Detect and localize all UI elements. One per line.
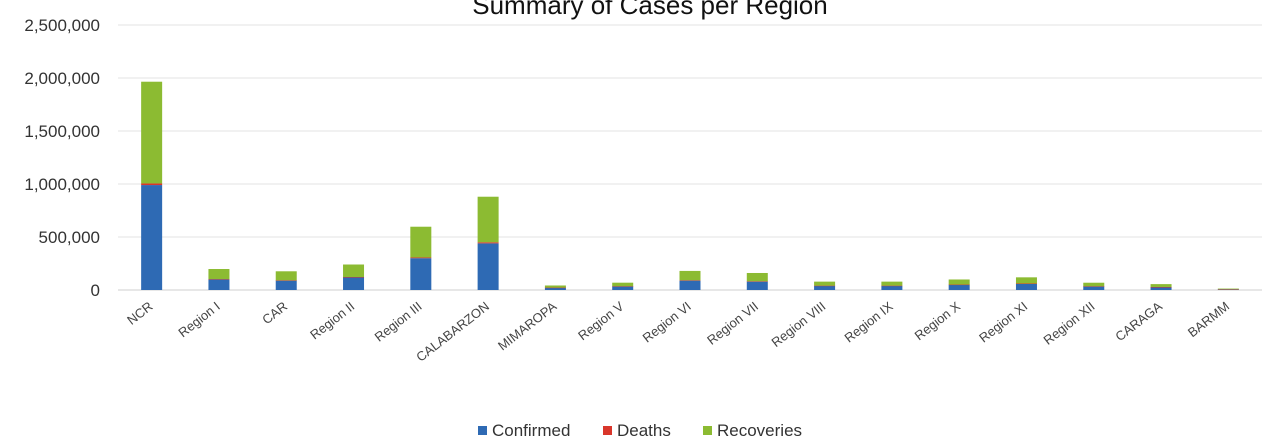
x-tick-label: Region XI bbox=[976, 299, 1030, 346]
bar-recoveries bbox=[814, 281, 836, 286]
bar-confirmed bbox=[1150, 287, 1172, 290]
legend-label-deaths: Deaths bbox=[617, 421, 671, 440]
y-tick-label: 500,000 bbox=[39, 228, 100, 247]
bar-recoveries bbox=[343, 264, 365, 278]
x-tick-label: Region I bbox=[175, 299, 222, 341]
bar-recoveries bbox=[410, 226, 432, 258]
bar-deaths bbox=[612, 286, 634, 287]
bar-confirmed bbox=[612, 286, 634, 290]
x-tick-label: NCR bbox=[124, 299, 155, 328]
bar-recoveries bbox=[881, 281, 903, 286]
x-tick-label: Region V bbox=[575, 298, 627, 343]
y-tick-label: 2,000,000 bbox=[24, 69, 100, 88]
bar-confirmed bbox=[948, 284, 970, 290]
bar-deaths bbox=[1150, 286, 1172, 288]
bar-confirmed bbox=[477, 243, 499, 290]
x-axis-ticks: NCR Region I CAR Region II Region IIICALABAR… bbox=[124, 298, 1232, 364]
bar-recoveries bbox=[1150, 284, 1172, 287]
bar-recoveries bbox=[141, 81, 163, 184]
gridlines bbox=[118, 24, 1262, 291]
bar-recoveries bbox=[612, 282, 634, 287]
legend-label-recoveries: Recoveries bbox=[717, 421, 802, 440]
x-tick-label: CARAGA bbox=[1112, 298, 1165, 344]
bars bbox=[141, 81, 1239, 290]
x-tick-label: Region IX bbox=[842, 298, 896, 345]
bar-deaths bbox=[1083, 286, 1105, 287]
bar-deaths bbox=[746, 281, 768, 282]
legend-label-confirmed: Confirmed bbox=[492, 421, 570, 440]
bar-confirmed bbox=[544, 287, 566, 290]
bar-recoveries bbox=[477, 196, 499, 243]
chart-title: Summary of Cases per Region bbox=[472, 0, 827, 20]
bar-confirmed bbox=[679, 280, 701, 290]
bar-confirmed bbox=[814, 285, 836, 290]
legend: Confirmed Deaths Recoveries bbox=[478, 421, 802, 440]
y-tick-label: 0 bbox=[91, 281, 100, 300]
bar-deaths bbox=[1217, 289, 1239, 290]
bar-recoveries bbox=[679, 270, 701, 281]
bar-confirmed bbox=[275, 280, 297, 290]
x-tick-label: CALABARZON bbox=[413, 299, 492, 365]
bar-confirmed bbox=[881, 285, 903, 290]
bar-recoveries bbox=[275, 271, 297, 281]
bar-confirmed bbox=[410, 258, 432, 290]
bar-deaths bbox=[343, 277, 365, 278]
bar-recoveries bbox=[1015, 277, 1037, 284]
x-tick-label: Region III bbox=[372, 299, 425, 345]
bar-deaths bbox=[1015, 283, 1037, 284]
bar-deaths bbox=[814, 285, 836, 287]
x-tick-label: Region VI bbox=[640, 299, 694, 346]
x-tick-label: Region VII bbox=[704, 299, 761, 348]
x-tick-label: Region II bbox=[307, 299, 357, 343]
bar-confirmed bbox=[746, 281, 768, 290]
bar-confirmed bbox=[1083, 286, 1105, 290]
bar-confirmed bbox=[141, 185, 163, 290]
bar-confirmed bbox=[343, 277, 365, 290]
bar-deaths bbox=[275, 280, 297, 281]
bar-recoveries bbox=[1083, 282, 1105, 287]
x-tick-label: MIMAROPA bbox=[495, 298, 560, 353]
bar-deaths bbox=[881, 285, 903, 287]
x-tick-label: Region VIII bbox=[769, 299, 829, 350]
bar-recoveries bbox=[948, 279, 970, 285]
bar-recoveries bbox=[544, 285, 566, 288]
y-tick-label: 1,000,000 bbox=[24, 175, 100, 194]
x-tick-label: Region X bbox=[912, 298, 964, 343]
bar-deaths bbox=[679, 280, 701, 281]
bar-confirmed bbox=[208, 279, 230, 290]
bar-recoveries bbox=[746, 272, 768, 282]
bar-confirmed bbox=[1015, 283, 1037, 290]
bar-deaths bbox=[544, 287, 566, 289]
y-tick-label: 1,500,000 bbox=[24, 122, 100, 141]
y-tick-label: 2,500,000 bbox=[24, 16, 100, 35]
bar-recoveries bbox=[208, 269, 230, 280]
x-tick-label: Region XII bbox=[1041, 299, 1098, 348]
bar-deaths bbox=[208, 279, 230, 280]
bar-recoveries bbox=[1217, 288, 1239, 290]
bar-deaths bbox=[477, 242, 499, 244]
bar-deaths bbox=[141, 183, 163, 186]
bar-deaths bbox=[948, 284, 970, 286]
legend-swatch-recoveries bbox=[703, 426, 712, 435]
x-tick-label: BARMM bbox=[1185, 299, 1232, 341]
legend-swatch-confirmed bbox=[478, 426, 487, 435]
legend-swatch-deaths bbox=[603, 426, 612, 435]
bar-deaths bbox=[410, 257, 432, 259]
x-tick-label: CAR bbox=[259, 299, 290, 328]
y-axis-ticks: 0 500,000 1,000,000 1,500,000 2,000,000 2,500… bbox=[24, 16, 100, 300]
